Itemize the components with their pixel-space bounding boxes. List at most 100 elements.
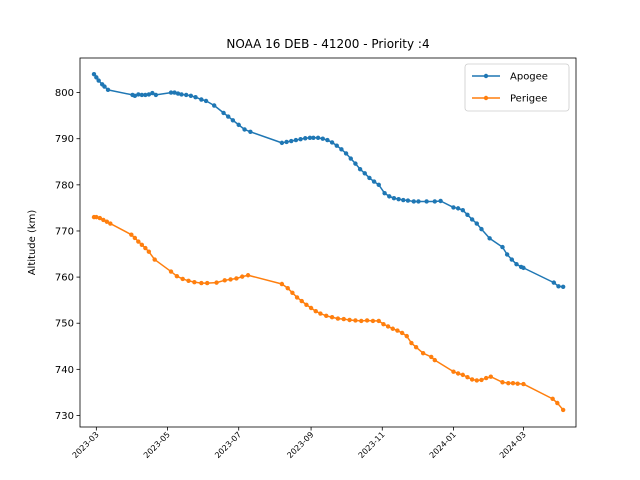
perigee-point	[97, 215, 103, 221]
perigee-point	[460, 372, 465, 378]
apogee-point	[96, 78, 101, 83]
y-tick-label: 760	[55, 273, 74, 284]
perigee-point	[214, 280, 219, 285]
perigee-point	[429, 354, 434, 360]
plot-frame	[79, 57, 577, 428]
perigee-point	[129, 232, 134, 237]
apogee-point	[334, 143, 339, 148]
apogee-point	[521, 265, 526, 271]
perigee-point	[136, 239, 141, 244]
perigee-point	[152, 257, 157, 262]
apogee-point	[203, 98, 209, 104]
perigee-point	[395, 328, 400, 333]
perigee-point	[455, 371, 461, 376]
perigee-point	[420, 351, 426, 356]
perigee-point	[180, 276, 185, 282]
perigee-point	[390, 326, 395, 331]
apogee-point	[179, 92, 184, 97]
perigee-point	[404, 333, 409, 339]
perigee-point	[186, 278, 191, 283]
apogee-point	[416, 199, 421, 204]
perigee-point	[413, 345, 419, 350]
apogee-point	[175, 91, 181, 96]
apogee-point	[376, 182, 381, 188]
perigee-point	[94, 214, 99, 220]
apogee-point	[411, 199, 416, 204]
apogee-point	[469, 217, 475, 222]
apogee-point	[479, 226, 484, 232]
perigee-point	[335, 316, 341, 321]
apogee-point	[500, 244, 505, 250]
perigee-point	[560, 407, 566, 413]
y-axis-label: Altitude (km)	[27, 210, 38, 276]
perigee-point	[108, 221, 113, 226]
legend: Apogee Perigee	[464, 63, 570, 112]
perigee-point	[479, 377, 484, 383]
y-tick-label: 790	[55, 134, 74, 145]
perigee-point	[168, 269, 174, 274]
perigee-point	[143, 245, 148, 251]
perigee-point	[515, 381, 520, 386]
y-tick-label: 770	[55, 226, 74, 237]
perigee-point	[290, 290, 295, 295]
apogee-point	[371, 179, 377, 184]
perigee-point	[555, 400, 560, 406]
apogee-point	[438, 198, 443, 204]
perigee-point	[500, 380, 505, 385]
apogee-point	[353, 161, 358, 166]
perigee-point	[550, 396, 555, 402]
perigee-point	[474, 378, 479, 383]
perigee-point	[139, 242, 145, 248]
perigee-point	[432, 357, 437, 363]
chart-title: NOAA 16 DEB - 41200 - Priority :4	[226, 37, 429, 51]
apogee-point	[311, 135, 316, 140]
perigee-point	[174, 273, 180, 279]
perigee-point	[234, 276, 239, 281]
perigee-point	[376, 318, 381, 324]
apogee-point	[307, 135, 313, 140]
apogee-point	[504, 252, 510, 257]
perigee-point	[465, 374, 470, 380]
apogee-point	[514, 261, 519, 267]
perigee-point	[451, 369, 456, 374]
perigee-point	[279, 281, 285, 287]
apogee-point	[188, 93, 194, 99]
perigee-point	[313, 309, 318, 314]
apogee-point	[455, 206, 461, 211]
apogee-point	[91, 71, 97, 77]
apogee-point	[226, 114, 231, 119]
apogee-point	[451, 205, 456, 210]
apogee-point	[168, 90, 174, 95]
series-perigee	[91, 214, 566, 413]
perigee-point	[299, 298, 304, 304]
perigee-point	[192, 279, 197, 285]
apogee-point	[230, 118, 236, 123]
apogee-point	[298, 136, 303, 142]
apogee-point	[551, 280, 557, 285]
perigee-point	[483, 375, 489, 381]
apogee-point	[396, 196, 401, 202]
apogee-point	[465, 212, 470, 218]
apogee-point	[293, 137, 299, 143]
perigee-point	[353, 318, 358, 323]
apogee-point	[248, 129, 253, 134]
legend-label-perigee: Perigee	[510, 94, 547, 105]
apogee-point	[424, 199, 429, 204]
apogee-point	[405, 198, 411, 203]
apogee-point	[221, 110, 226, 116]
perigee-point	[385, 324, 391, 329]
perigee-point	[347, 317, 352, 323]
apogee-point	[172, 90, 177, 95]
apogee-point	[132, 93, 138, 99]
apogee-point	[509, 257, 515, 262]
apogee-point	[432, 199, 437, 204]
apogee-point	[315, 135, 321, 140]
apogee-point	[136, 92, 141, 97]
apogee-point	[236, 122, 241, 128]
apogee-point	[289, 138, 294, 144]
perigee-point	[199, 280, 204, 286]
perigee-point	[304, 302, 309, 307]
apogee-point	[284, 139, 289, 145]
perigee-point	[228, 277, 233, 282]
